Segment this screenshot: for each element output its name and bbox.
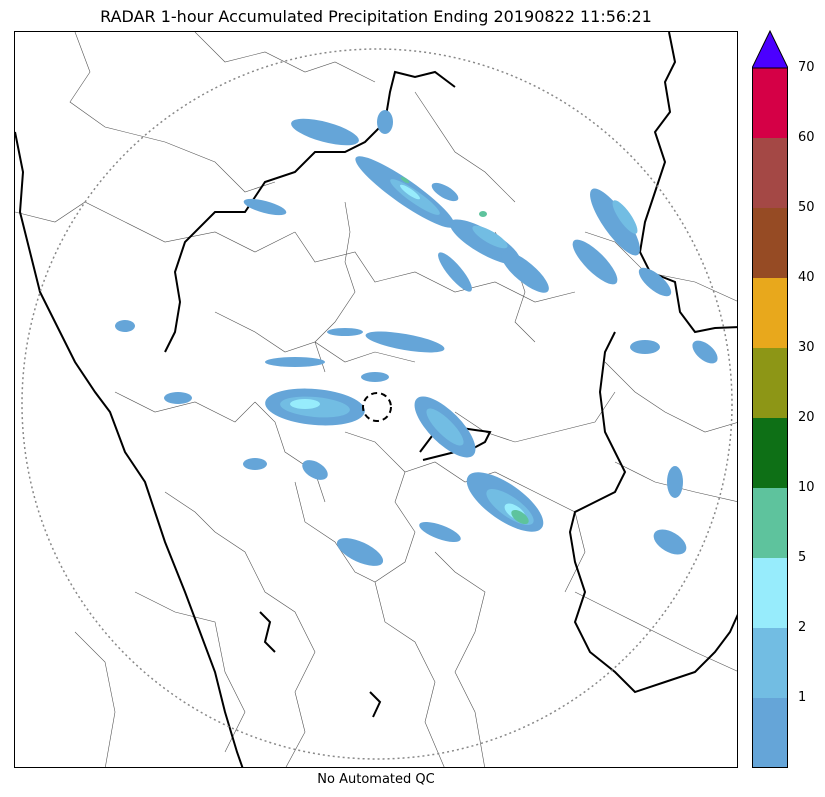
colorbar-segment	[752, 208, 788, 278]
colorbar-segment	[752, 348, 788, 418]
colorbar-tick-label: 60	[798, 130, 815, 145]
colorbar-tick-label: 70	[798, 60, 815, 75]
colorbar-segment	[752, 628, 788, 698]
radar-site-marker	[362, 392, 392, 422]
precipitation-echoes	[115, 110, 718, 566]
colorbar-border	[752, 67, 788, 768]
colorbar-tick-label: 2	[798, 620, 807, 635]
colorbar-tick-label: 20	[798, 410, 815, 425]
colorbar	[751, 29, 789, 768]
colorbar-graphic	[751, 29, 789, 768]
colorbar-segment	[752, 68, 788, 138]
radar-map-canvas	[15, 32, 737, 767]
colorbar-segment	[752, 278, 788, 348]
colorbar-tick-label: 40	[798, 270, 815, 285]
colorbar-tick-label: 50	[798, 200, 815, 215]
colorbar-tick-label: 30	[798, 340, 815, 355]
colorbar-segment	[752, 418, 788, 488]
range-ring	[21, 48, 733, 760]
qc-note: No Automated QC	[317, 772, 435, 787]
state-boundaries	[15, 32, 737, 767]
colorbar-tick-label: 10	[798, 480, 815, 495]
colorbar-segment	[752, 698, 788, 768]
map-title: RADAR 1-hour Accumulated Precipitation E…	[100, 7, 652, 26]
radar-map	[14, 31, 738, 768]
district-boundaries	[15, 32, 737, 767]
colorbar-segment	[752, 138, 788, 208]
colorbar-tick-label: 5	[798, 550, 807, 565]
colorbar-segment	[752, 558, 788, 628]
colorbar-tick-label: 1	[798, 690, 807, 705]
colorbar-segment	[752, 488, 788, 558]
colorbar-extend-arrow	[751, 29, 789, 69]
